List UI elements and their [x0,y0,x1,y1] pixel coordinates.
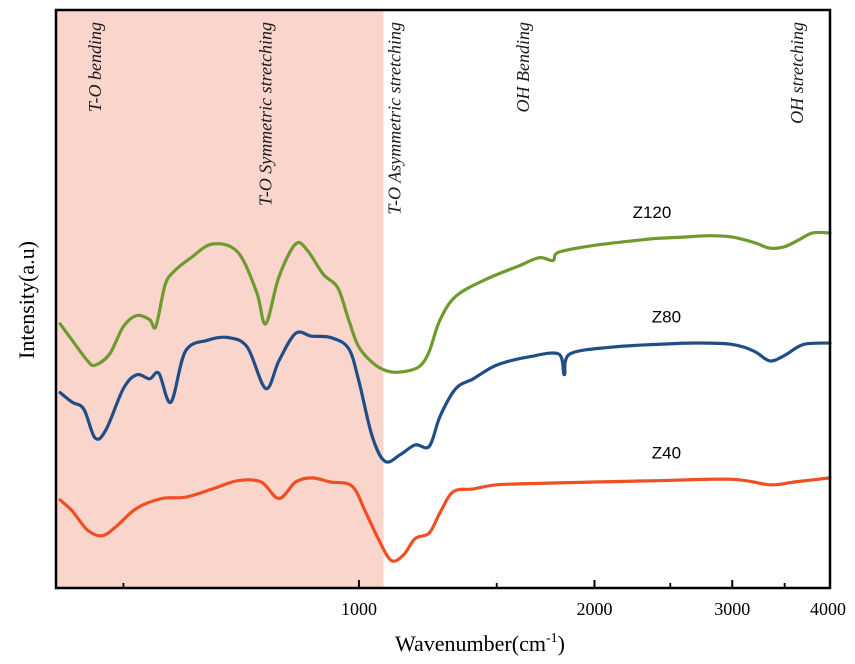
annotation-label: OH stretching [787,22,807,124]
annotation-label: T-O Symmetric stretching [256,22,276,206]
x-tick-label: 4000 [810,599,846,619]
series-line-z80 [58,330,832,464]
x-tick-label: 1000 [341,599,377,619]
series-layer: Z120 Z80 Z40 [58,203,832,563]
annotation-label: T-O Asymmetric stretching [384,22,404,215]
plot-frame [54,8,832,590]
series-label-z120: Z120 [633,203,672,222]
x-axis-title-text: Wavenumber(cm [395,631,546,656]
annotation-label: OH Bending [513,22,533,112]
series-label-z40: Z40 [652,444,681,463]
series-line-z120 [58,230,832,374]
x-axis-title: Wavenumber(cm-1) [395,631,565,656]
annotation-label: T-O bending [85,22,105,112]
axis-layer: 1000 2000 3000 4000 [122,580,846,619]
shaded-region [56,10,384,588]
x-axis-title-close: ) [558,631,565,656]
x-axis-title-superscript: -1 [546,631,558,646]
series-line-z40 [58,476,832,563]
y-axis-title: Intensity(a.u) [14,241,39,359]
shaded-region-layer [56,10,384,588]
x-tick-label: 3000 [714,599,750,619]
x-tick-label: 2000 [576,599,612,619]
annotation-layer: T-O bending T-O Symmetric stretching T-O A… [85,22,807,215]
series-label-z80: Z80 [652,307,681,326]
